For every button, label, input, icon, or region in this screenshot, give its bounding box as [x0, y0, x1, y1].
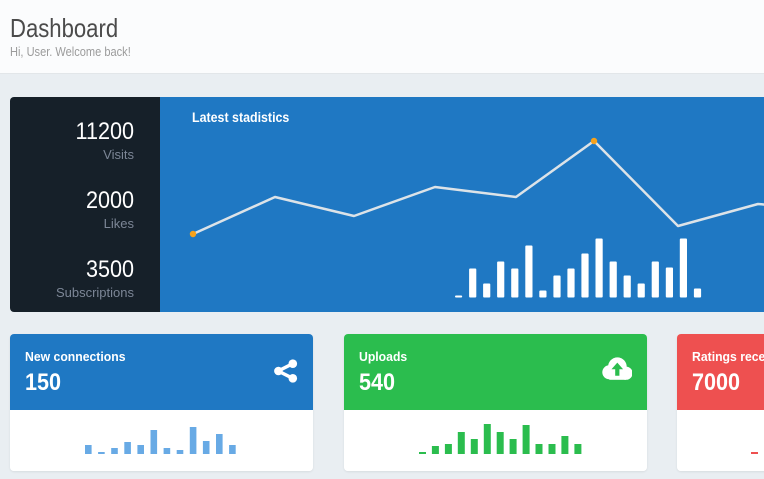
card-body	[677, 410, 764, 471]
card-new-connections: New connections 150	[10, 334, 313, 471]
stat-item-subscriptions: 3500 Subscriptions	[10, 255, 160, 302]
stat-label: Visits	[103, 146, 134, 162]
spark-bar	[111, 448, 118, 454]
main-chart-line	[191, 139, 764, 236]
card-icon-wrap	[273, 359, 298, 383]
spark-bar	[457, 432, 465, 454]
main-chart-bar	[511, 268, 519, 298]
main-chart-bar	[651, 261, 659, 298]
stat-value: 11200	[75, 118, 134, 145]
spark-bar	[137, 445, 144, 454]
cards-row: New connections 150 Uploads 540 Ratings rece…	[10, 334, 764, 471]
card-header: Uploads 540	[343, 334, 647, 410]
spark-bar	[202, 441, 210, 454]
spark-bar	[85, 445, 92, 454]
spark-bar	[176, 450, 184, 454]
page-header: Dashboard Hi, User. Welcome back!	[0, 0, 764, 74]
icon-shape	[611, 362, 623, 376]
spark-bar	[535, 444, 542, 454]
main-chart-bar	[595, 238, 603, 298]
chart-title: Latest stadistics	[192, 110, 290, 125]
main-chart-spot	[189, 230, 197, 238]
spark-bar	[560, 436, 568, 454]
main-chart-bar	[483, 283, 491, 298]
spark-bar	[573, 444, 581, 454]
latest-statistics-chart: Latest stadistics	[160, 97, 764, 312]
stat-label: Subscriptions	[55, 284, 134, 300]
card-header: New connections 150	[10, 334, 313, 410]
stat-item-visits: 11200 Visits	[10, 117, 160, 164]
card-header: Ratings received7000	[677, 334, 764, 410]
spark-bar	[483, 424, 491, 454]
cloud-upload-icon	[601, 356, 633, 380]
main-chart-bar	[623, 275, 631, 298]
card-uploads: Uploads 540	[343, 334, 647, 471]
share-icon	[273, 359, 297, 383]
spark-bar	[216, 434, 223, 454]
spark-bar	[229, 445, 236, 454]
main-chart-bar	[637, 283, 645, 298]
main-chart-spot	[590, 137, 598, 145]
main-chart-bar	[539, 290, 547, 298]
spark-bar	[444, 444, 452, 454]
spark-bar	[189, 427, 197, 454]
spark-bar	[509, 439, 517, 454]
main-chart-bar	[469, 268, 477, 298]
spark-bar	[431, 446, 439, 454]
spark-bar	[751, 452, 758, 454]
stat-value: 2000	[85, 187, 134, 214]
stat-item-likes: 2000 Likes	[10, 186, 160, 233]
spark-bar	[163, 448, 171, 454]
card-body	[343, 410, 647, 471]
main-chart-bar	[679, 238, 687, 298]
main-chart-bar	[693, 288, 702, 298]
stat-value: 3500	[85, 256, 134, 283]
spark-bar	[418, 452, 426, 454]
main-chart-bar	[525, 245, 533, 298]
stat-label: Likes	[103, 215, 134, 231]
spark-bar	[496, 432, 504, 454]
stats-summary-box: 11200 Visits 2000 Likes 3500 Subscriptions	[10, 97, 160, 312]
card-spark-svg	[418, 424, 581, 454]
main-chart-bar	[455, 295, 463, 298]
main-chart-bar	[497, 261, 505, 298]
main-chart-bar	[665, 267, 673, 298]
spark-bar	[470, 439, 478, 454]
main-chart-svg	[189, 137, 764, 298]
card-icon-wrap	[601, 356, 633, 380]
icon-shape	[288, 374, 297, 383]
statistics-panel: 11200 Visits 2000 Likes 3500 Subscriptions La…	[10, 97, 764, 312]
spark-bar	[124, 442, 131, 454]
card-spark-svg	[85, 427, 236, 454]
spark-bar	[98, 452, 105, 454]
card-body	[10, 410, 313, 471]
main-chart-bar	[553, 275, 561, 298]
main-chart-bar	[567, 268, 575, 298]
spark-bar	[150, 430, 158, 454]
card-spark-svg	[751, 452, 758, 454]
icon-shape	[273, 366, 283, 376]
main-chart-bar	[609, 261, 617, 298]
card-ratings-received: Ratings received7000	[677, 334, 764, 471]
main-chart-bar	[581, 253, 589, 298]
spark-bar	[522, 425, 530, 454]
spark-bar	[548, 444, 555, 454]
icon-shape	[288, 359, 297, 368]
